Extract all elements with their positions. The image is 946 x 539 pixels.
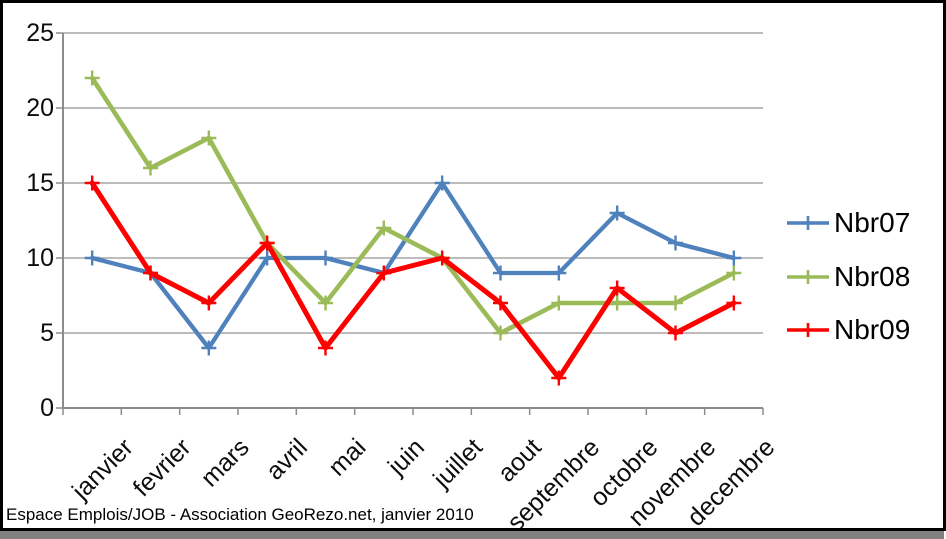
series-line-nbr08 [89,75,737,336]
series-line-nbr07 [90,180,736,351]
series-line-nbr09 [89,180,737,381]
y-axis-tick-label: 5 [40,319,54,347]
series-markers-nbr09 [84,175,742,386]
y-axis-tick-label: 25 [26,19,54,47]
y-axis-tick-label: 20 [26,94,54,122]
y-axis-tick-label: 15 [26,169,54,197]
series-markers-nbr08 [84,70,742,341]
bottom-gray-bar [0,531,944,539]
y-axis-tick-label: 0 [40,394,54,422]
y-axis-tick-label: 10 [26,244,54,272]
chart-caption: Espace Emplois/JOB - Association GeoRezo… [6,505,474,524]
